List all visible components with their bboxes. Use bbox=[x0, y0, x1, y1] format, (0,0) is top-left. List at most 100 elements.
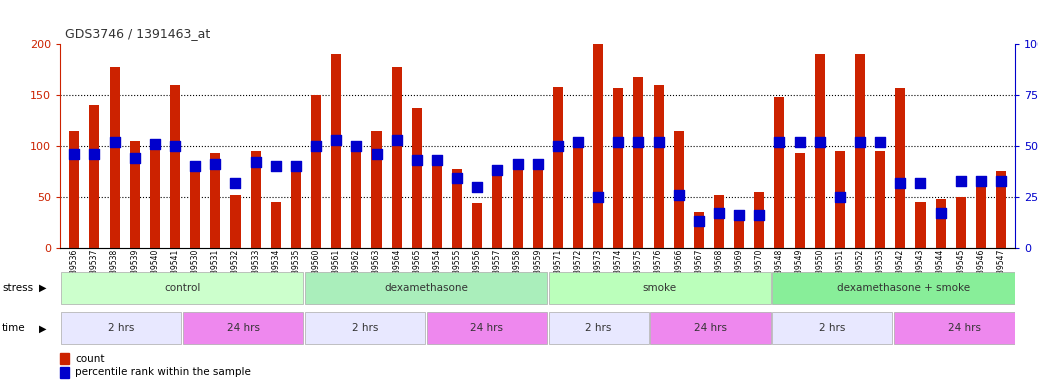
Bar bbox=[190, 171, 200, 248]
Text: count: count bbox=[75, 354, 105, 364]
Point bbox=[771, 139, 788, 145]
Bar bbox=[714, 195, 725, 248]
Point bbox=[448, 175, 465, 182]
Text: time: time bbox=[2, 323, 26, 333]
Point bbox=[831, 194, 848, 200]
Bar bbox=[61, 272, 303, 304]
Text: control: control bbox=[164, 283, 200, 293]
Bar bbox=[130, 141, 140, 248]
Bar bbox=[532, 164, 543, 248]
Point bbox=[429, 157, 445, 163]
Bar bbox=[170, 85, 180, 248]
Point bbox=[650, 139, 666, 145]
Bar bbox=[774, 97, 785, 248]
Bar bbox=[613, 88, 623, 248]
Text: dexamethasone: dexamethasone bbox=[384, 283, 468, 293]
Point bbox=[731, 212, 747, 218]
Text: 2 hrs: 2 hrs bbox=[108, 323, 134, 333]
Point bbox=[610, 139, 627, 145]
Text: 2 hrs: 2 hrs bbox=[585, 323, 611, 333]
Bar bbox=[427, 313, 547, 344]
Text: dexamethasone + smoke: dexamethasone + smoke bbox=[837, 283, 969, 293]
Point bbox=[307, 143, 324, 149]
Bar bbox=[149, 139, 160, 248]
Point bbox=[752, 212, 768, 218]
Bar bbox=[492, 170, 502, 248]
Point bbox=[86, 151, 103, 157]
Point bbox=[932, 210, 949, 216]
Text: smoke: smoke bbox=[643, 283, 677, 293]
Text: 24 hrs: 24 hrs bbox=[948, 323, 981, 333]
Bar bbox=[372, 131, 382, 248]
Point bbox=[510, 161, 526, 167]
Bar bbox=[60, 367, 70, 378]
Point bbox=[227, 179, 244, 185]
Point bbox=[953, 177, 969, 184]
Bar bbox=[513, 166, 522, 248]
Bar bbox=[211, 153, 220, 248]
Bar bbox=[794, 153, 804, 248]
Bar bbox=[674, 131, 684, 248]
Text: percentile rank within the sample: percentile rank within the sample bbox=[75, 367, 251, 377]
Point bbox=[66, 151, 83, 157]
Bar bbox=[230, 195, 241, 248]
Point bbox=[328, 137, 345, 143]
Point bbox=[409, 157, 426, 163]
Bar bbox=[875, 151, 885, 248]
Bar bbox=[271, 202, 281, 248]
Bar bbox=[654, 85, 663, 248]
Bar bbox=[573, 138, 583, 248]
Bar bbox=[593, 44, 603, 248]
Text: 24 hrs: 24 hrs bbox=[226, 323, 260, 333]
Point bbox=[711, 210, 728, 216]
Point bbox=[812, 139, 828, 145]
Point bbox=[368, 151, 385, 157]
Point bbox=[892, 179, 908, 185]
Point bbox=[388, 137, 405, 143]
Bar bbox=[815, 54, 825, 248]
Text: 24 hrs: 24 hrs bbox=[470, 323, 503, 333]
Bar bbox=[894, 313, 1035, 344]
Bar bbox=[351, 146, 361, 248]
Point bbox=[992, 177, 1009, 184]
Point bbox=[207, 161, 223, 167]
Point bbox=[973, 177, 989, 184]
Bar bbox=[291, 166, 301, 248]
Point bbox=[791, 139, 808, 145]
Text: ▶: ▶ bbox=[39, 283, 47, 293]
Bar bbox=[835, 151, 845, 248]
Bar bbox=[250, 151, 261, 248]
Point bbox=[489, 167, 506, 174]
Point bbox=[167, 143, 184, 149]
Point bbox=[106, 139, 122, 145]
Bar bbox=[110, 66, 119, 248]
Bar bbox=[650, 313, 770, 344]
Text: 24 hrs: 24 hrs bbox=[693, 323, 727, 333]
Bar bbox=[183, 313, 303, 344]
Bar bbox=[453, 169, 462, 248]
Point bbox=[348, 143, 364, 149]
Point bbox=[630, 139, 647, 145]
Text: 2 hrs: 2 hrs bbox=[352, 323, 378, 333]
Point bbox=[690, 218, 707, 224]
Bar bbox=[60, 353, 70, 364]
Bar bbox=[693, 212, 704, 248]
Point bbox=[268, 163, 284, 169]
Bar bbox=[311, 95, 321, 248]
Point bbox=[469, 184, 486, 190]
Point bbox=[852, 139, 869, 145]
Bar bbox=[855, 54, 865, 248]
Bar bbox=[935, 199, 946, 248]
Text: stress: stress bbox=[2, 283, 33, 293]
Bar bbox=[472, 203, 483, 248]
Point bbox=[187, 163, 203, 169]
Bar bbox=[305, 272, 547, 304]
Bar bbox=[89, 105, 100, 248]
Bar bbox=[412, 108, 421, 248]
Point bbox=[288, 163, 304, 169]
Bar bbox=[755, 192, 764, 248]
Point bbox=[247, 159, 264, 165]
Bar bbox=[772, 313, 893, 344]
Bar bbox=[305, 313, 426, 344]
Point bbox=[912, 179, 929, 185]
